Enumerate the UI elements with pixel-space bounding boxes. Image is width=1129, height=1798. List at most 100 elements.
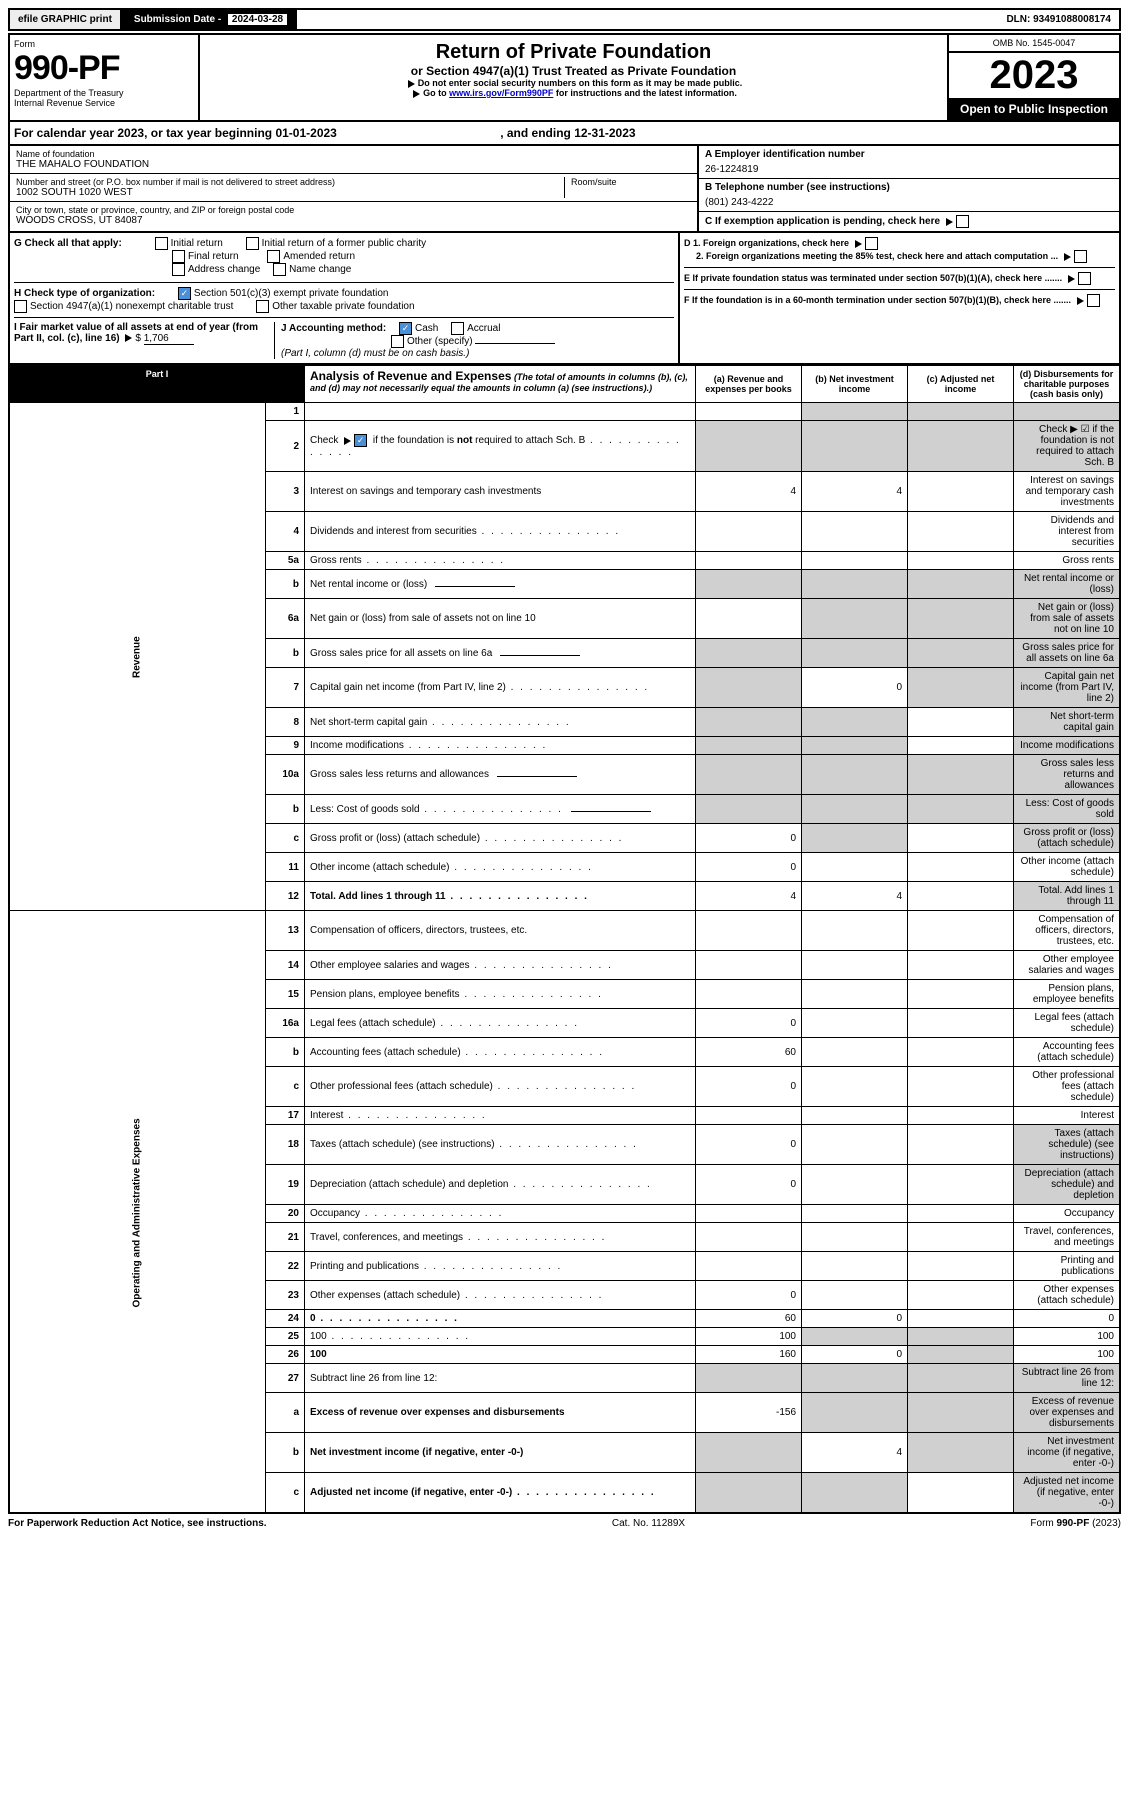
g-initial[interactable]: [155, 237, 168, 250]
cell-a: 4: [696, 472, 802, 512]
row-desc: Gross sales less returns and allowances: [305, 755, 696, 795]
cell-a: [696, 1473, 802, 1514]
j-block: J Accounting method: Cash Accrual Other …: [274, 322, 674, 359]
row-desc: Net gain or (loss) from sale of assets n…: [305, 599, 696, 639]
g-final[interactable]: [172, 250, 185, 263]
row-num: 3: [266, 472, 305, 512]
city: WOODS CROSS, UT 84087: [16, 215, 691, 226]
cell-d: Income modifications: [1014, 737, 1121, 755]
cell-c: [908, 403, 1014, 421]
cell-a: 60: [696, 1038, 802, 1067]
cell-b: 4: [802, 882, 908, 911]
cell-c: [908, 512, 1014, 552]
tel-label: B Telephone number (see instructions): [705, 182, 1113, 193]
cell-b: [802, 1125, 908, 1165]
cell-a: [696, 708, 802, 737]
irs-link[interactable]: www.irs.gov/Form990PF: [449, 88, 553, 98]
row-num: 26: [266, 1346, 305, 1364]
cell-b: [802, 403, 908, 421]
h-4947[interactable]: [14, 300, 27, 313]
cell-d: Net investment income (if negative, ente…: [1014, 1433, 1121, 1473]
row-desc: Less: Cost of goods sold: [305, 795, 696, 824]
cell-b: [802, 1205, 908, 1223]
d2: 2. Foreign organizations meeting the 85%…: [684, 250, 1115, 263]
cell-b: [802, 1107, 908, 1125]
cell-c: [908, 951, 1014, 980]
row-num: 4: [266, 512, 305, 552]
cell-a: [696, 639, 802, 668]
cell-b: [802, 1281, 908, 1310]
g-name-change[interactable]: [273, 263, 286, 276]
cell-d: Net rental income or (loss): [1014, 570, 1121, 599]
table-row: Revenue1: [9, 403, 1120, 421]
entity-block: Name of foundation THE MAHALO FOUNDATION…: [8, 146, 1121, 233]
cell-d: Other professional fees (attach schedule…: [1014, 1067, 1121, 1107]
j-accrual[interactable]: [451, 322, 464, 335]
cell-c: [908, 1346, 1014, 1364]
cell-c: [908, 1009, 1014, 1038]
f-check[interactable]: [1087, 294, 1100, 307]
cell-c: [908, 1125, 1014, 1165]
cell-c: [908, 795, 1014, 824]
cell-a: [696, 737, 802, 755]
e-check[interactable]: [1078, 272, 1091, 285]
row-desc: Excess of revenue over expenses and disb…: [305, 1393, 696, 1433]
cell-a: [696, 1223, 802, 1252]
j-cash[interactable]: [399, 322, 412, 335]
cell-d: 0: [1014, 1310, 1121, 1328]
d1-check[interactable]: [865, 237, 878, 250]
cell-a: [696, 421, 802, 472]
row-desc: Depreciation (attach schedule) and deple…: [305, 1165, 696, 1205]
sub-date-val: 2024-03-28: [228, 14, 287, 25]
cell-b: 4: [802, 1433, 908, 1473]
fmv-value: 1,706: [144, 333, 194, 345]
efile-print-btn[interactable]: efile GRAPHIC print: [10, 10, 122, 29]
expenses-label: Operating and Administrative Expenses: [9, 911, 266, 1514]
cell-d: Total. Add lines 1 through 11: [1014, 882, 1121, 911]
row-desc: Gross profit or (loss) (attach schedule): [305, 824, 696, 853]
row-num: 19: [266, 1165, 305, 1205]
cell-a: 0: [696, 1165, 802, 1205]
footer-left: For Paperwork Reduction Act Notice, see …: [8, 1518, 267, 1529]
city-label: City or town, state or province, country…: [16, 205, 691, 215]
cell-a: 0: [696, 1067, 802, 1107]
foundation-name: THE MAHALO FOUNDATION: [16, 159, 691, 170]
note-2: Go to www.irs.gov/Form990PF for instruct…: [206, 88, 941, 98]
tel: (801) 243-4222: [705, 193, 1113, 208]
omb-no: OMB No. 1545-0047: [949, 35, 1119, 53]
row-num: a: [266, 1393, 305, 1433]
g-amended[interactable]: [267, 250, 280, 263]
cell-c: [908, 472, 1014, 512]
cell-c: [908, 1364, 1014, 1393]
row-desc: Dividends and interest from securities: [305, 512, 696, 552]
cell-a: -156: [696, 1393, 802, 1433]
j-other[interactable]: [391, 335, 404, 348]
f: F If the foundation is in a 60-month ter…: [684, 289, 1115, 307]
cell-d: Depreciation (attach schedule) and deple…: [1014, 1165, 1121, 1205]
row-num: b: [266, 1433, 305, 1473]
row-desc: Other employee salaries and wages: [305, 951, 696, 980]
row-num: b: [266, 795, 305, 824]
row-desc: Legal fees (attach schedule): [305, 1009, 696, 1038]
row-num: 18: [266, 1125, 305, 1165]
cell-d: Other income (attach schedule): [1014, 853, 1121, 882]
c-check[interactable]: [956, 215, 969, 228]
row-num: 15: [266, 980, 305, 1009]
top-bar: efile GRAPHIC print Submission Date - 20…: [8, 8, 1121, 31]
h-501c3[interactable]: [178, 287, 191, 300]
d2-check[interactable]: [1074, 250, 1087, 263]
revenue-label: Revenue: [9, 403, 266, 911]
cell-b: [802, 1009, 908, 1038]
cell-c: [908, 1473, 1014, 1514]
h-other-tax[interactable]: [256, 300, 269, 313]
cell-c: [908, 980, 1014, 1009]
g-addr-change[interactable]: [172, 263, 185, 276]
cell-a: 0: [696, 853, 802, 882]
cell-b: [802, 1393, 908, 1433]
cell-d: Dividends and interest from securities: [1014, 512, 1121, 552]
row-num: b: [266, 1038, 305, 1067]
cell-c: [908, 1252, 1014, 1281]
cell-b: [802, 795, 908, 824]
g-initial-former[interactable]: [246, 237, 259, 250]
cell-a: [696, 1107, 802, 1125]
